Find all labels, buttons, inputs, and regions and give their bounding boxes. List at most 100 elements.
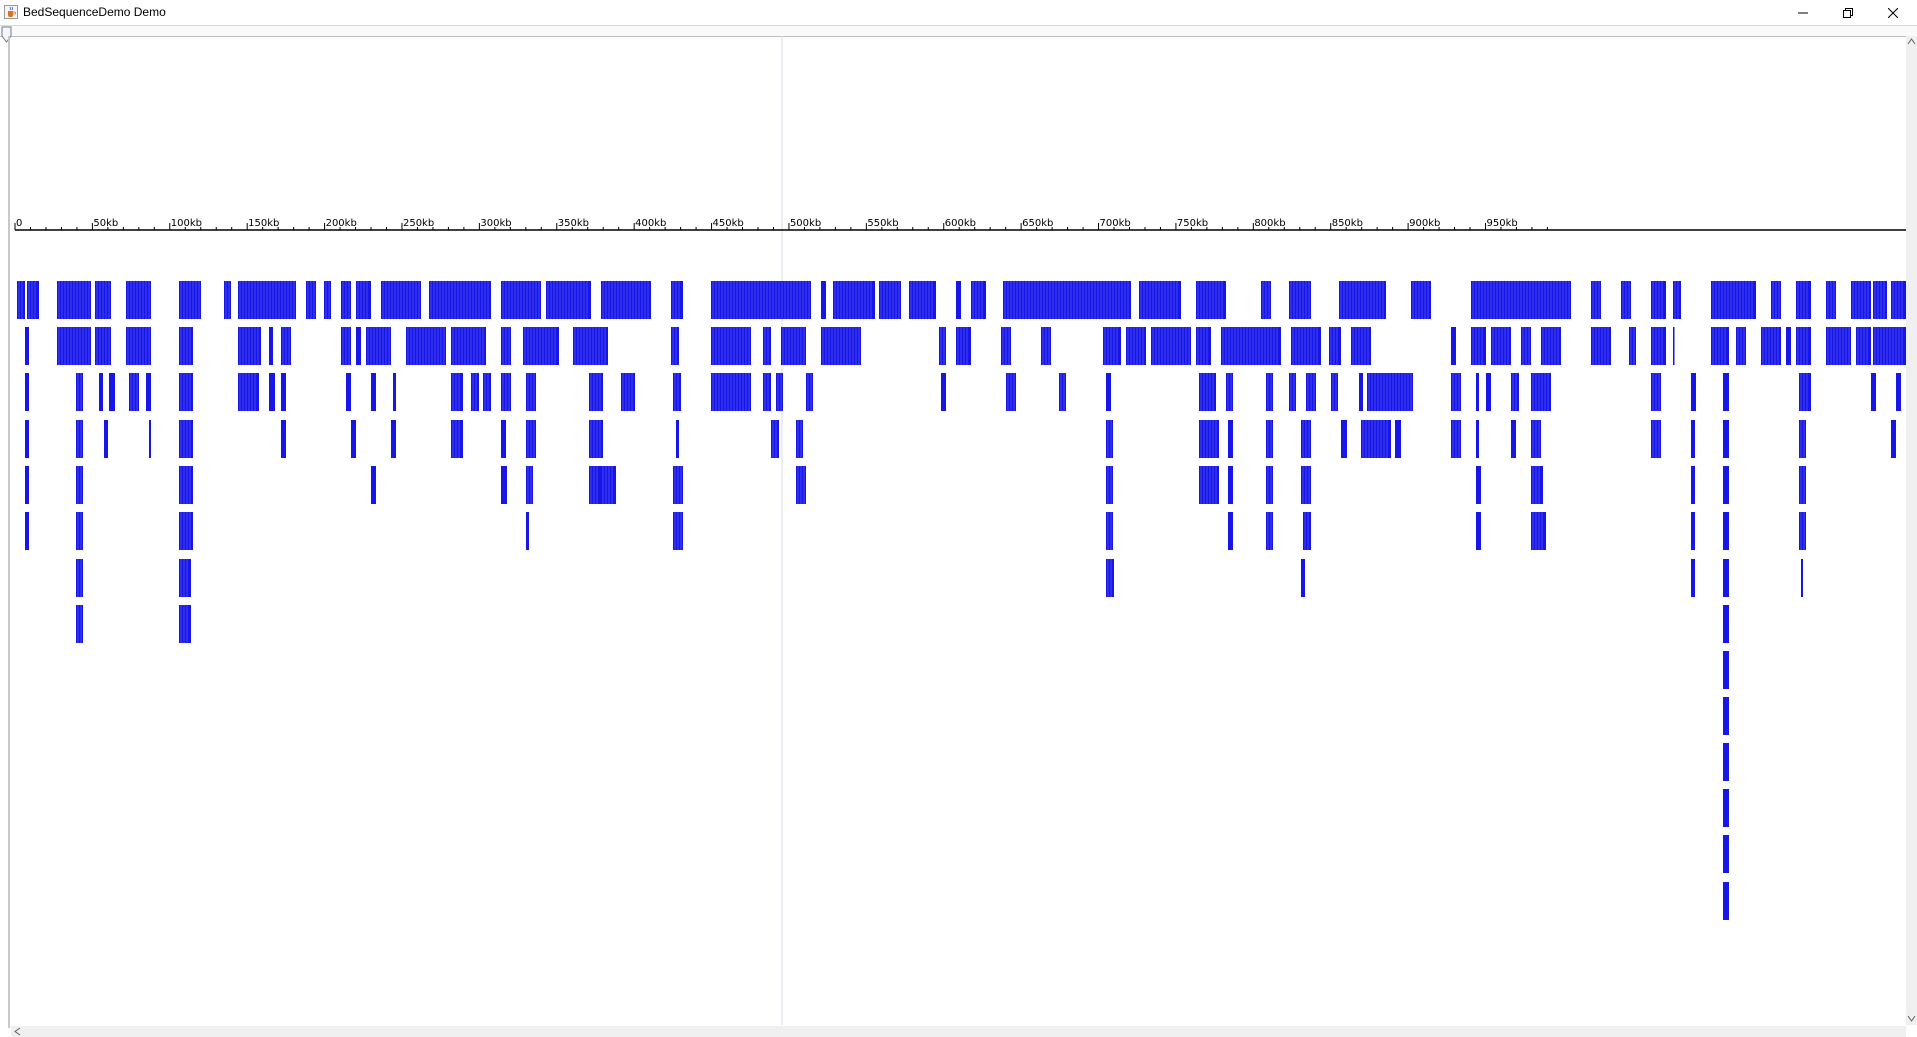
feature-block[interactable] (671, 281, 683, 319)
feature-block[interactable] (224, 281, 231, 319)
feature-block[interactable] (1691, 466, 1695, 504)
feature-block[interactable] (1799, 420, 1806, 458)
feature-block[interactable] (126, 281, 151, 319)
feature-block[interactable] (76, 512, 83, 550)
feature-block[interactable] (1395, 420, 1401, 458)
feature-block[interactable] (179, 512, 193, 550)
vertical-scrollbar[interactable] (1906, 36, 1917, 1025)
feature-block[interactable] (526, 512, 529, 550)
feature-block[interactable] (1723, 697, 1729, 735)
feature-block[interactable] (1691, 559, 1695, 597)
feature-block[interactable] (1003, 281, 1131, 319)
feature-block[interactable] (1196, 281, 1226, 319)
feature-block[interactable] (763, 373, 771, 411)
feature-block[interactable] (1711, 327, 1729, 365)
feature-block[interactable] (1673, 327, 1675, 365)
feature-block[interactable] (673, 373, 681, 411)
feature-block[interactable] (1106, 466, 1113, 504)
feature-block[interactable] (1691, 373, 1696, 411)
feature-block[interactable] (25, 420, 29, 458)
feature-block[interactable] (1723, 835, 1729, 873)
feature-block[interactable] (1873, 281, 1887, 319)
minimize-button[interactable] (1780, 0, 1826, 25)
feature-block[interactable] (1476, 512, 1481, 550)
feature-block[interactable] (179, 605, 191, 643)
feature-block[interactable] (909, 281, 936, 319)
feature-block[interactable] (1451, 327, 1456, 365)
feature-block[interactable] (1361, 420, 1391, 458)
feature-block[interactable] (523, 327, 559, 365)
feature-block[interactable] (1226, 373, 1233, 411)
feature-block[interactable] (238, 373, 259, 411)
feature-block[interactable] (76, 559, 83, 597)
feature-block[interactable] (25, 327, 29, 365)
feature-block[interactable] (76, 466, 83, 504)
feature-block[interactable] (1103, 327, 1121, 365)
feature-block[interactable] (1228, 466, 1233, 504)
features-layer[interactable] (17, 281, 1906, 920)
feature-block[interactable] (179, 466, 193, 504)
feature-block[interactable] (366, 327, 391, 365)
feature-block[interactable] (1106, 373, 1111, 411)
horizontal-scrollbar[interactable] (11, 1026, 1906, 1037)
feature-block[interactable] (1476, 420, 1479, 458)
feature-block[interactable] (451, 420, 463, 458)
scroll-down-icon[interactable] (1907, 1014, 1916, 1023)
feature-block[interactable] (1199, 373, 1216, 411)
feature-block[interactable] (1329, 327, 1341, 365)
feature-block[interactable] (1303, 512, 1311, 550)
feature-block[interactable] (179, 327, 193, 365)
feature-block[interactable] (1486, 373, 1491, 411)
feature-block[interactable] (589, 420, 603, 458)
feature-block[interactable] (179, 559, 191, 597)
feature-block[interactable] (589, 466, 601, 504)
feature-block[interactable] (1511, 373, 1519, 411)
feature-block[interactable] (109, 373, 115, 411)
feature-block[interactable] (1331, 373, 1338, 411)
feature-block[interactable] (1266, 373, 1273, 411)
feature-block[interactable] (17, 281, 25, 319)
feature-block[interactable] (346, 373, 351, 411)
restore-button[interactable] (1825, 0, 1871, 25)
feature-block[interactable] (1873, 327, 1906, 365)
feature-block[interactable] (371, 466, 376, 504)
feature-block[interactable] (1291, 327, 1321, 365)
feature-block[interactable] (601, 281, 651, 319)
feature-block[interactable] (149, 420, 151, 458)
feature-block[interactable] (126, 327, 151, 365)
feature-block[interactable] (1799, 512, 1806, 550)
feature-block[interactable] (1266, 512, 1273, 550)
feature-block[interactable] (471, 373, 479, 411)
feature-block[interactable] (351, 420, 356, 458)
feature-block[interactable] (104, 420, 108, 458)
feature-block[interactable] (1059, 373, 1066, 411)
feature-block[interactable] (1341, 420, 1347, 458)
feature-block[interactable] (99, 373, 103, 411)
feature-block[interactable] (281, 420, 286, 458)
feature-block[interactable] (25, 373, 29, 411)
feature-block[interactable] (429, 281, 491, 319)
feature-block[interactable] (771, 420, 779, 458)
feature-block[interactable] (1723, 743, 1729, 781)
feature-block[interactable] (501, 466, 507, 504)
feature-block[interactable] (1799, 466, 1806, 504)
feature-block[interactable] (1871, 373, 1876, 411)
feature-block[interactable] (269, 373, 275, 411)
feature-block[interactable] (393, 373, 396, 411)
zoom-slider-track[interactable] (0, 26, 1917, 37)
feature-block[interactable] (451, 373, 463, 411)
track-view[interactable]: 0 50kb 100kb 150kb 200kb 250kb 300kb 350kb 400kb… (11, 36, 1906, 1025)
feature-block[interactable] (526, 466, 533, 504)
feature-block[interactable] (269, 327, 273, 365)
feature-block[interactable] (27, 281, 39, 319)
feature-block[interactable] (1106, 559, 1114, 597)
feature-block[interactable] (1723, 789, 1729, 827)
feature-block[interactable] (25, 512, 29, 550)
feature-block[interactable] (776, 373, 783, 411)
scroll-left-icon[interactable] (13, 1027, 22, 1036)
feature-block[interactable] (1723, 559, 1729, 597)
feature-block[interactable] (1786, 327, 1791, 365)
feature-block[interactable] (671, 327, 679, 365)
feature-block[interactable] (371, 373, 376, 411)
feature-block[interactable] (1711, 281, 1756, 319)
